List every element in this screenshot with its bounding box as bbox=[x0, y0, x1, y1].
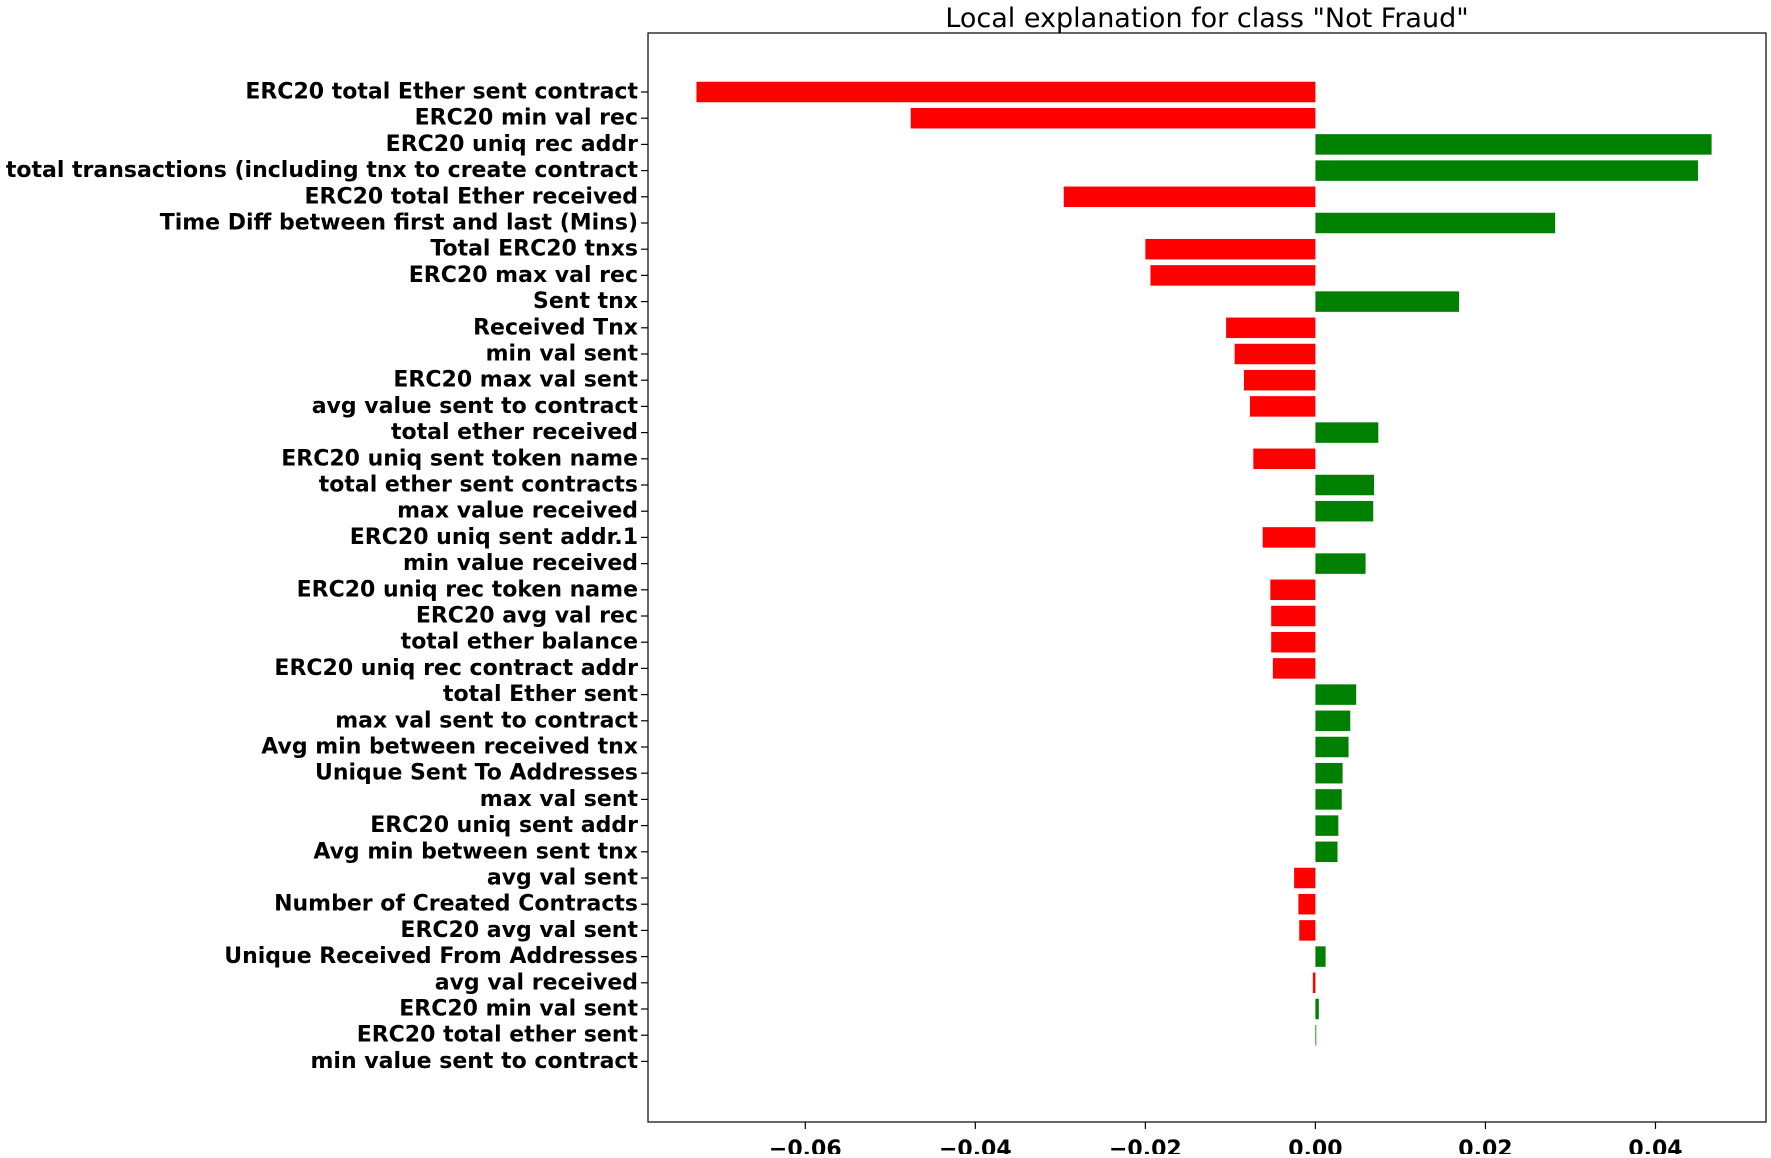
category-label: total ether received bbox=[391, 420, 638, 445]
bar bbox=[1262, 527, 1316, 548]
bar bbox=[1226, 317, 1316, 339]
bar bbox=[1315, 212, 1556, 234]
category-label: avg value sent to contract bbox=[312, 394, 639, 419]
category-label: ERC20 uniq sent addr bbox=[370, 813, 638, 838]
category-label: min val sent bbox=[486, 342, 639, 367]
category-label: ERC20 total ether sent bbox=[357, 1023, 639, 1048]
bar bbox=[1315, 710, 1351, 732]
bar bbox=[910, 107, 1316, 129]
bar bbox=[1315, 500, 1374, 522]
bar bbox=[1315, 998, 1319, 1020]
category-label: Avg min between received tnx bbox=[261, 735, 638, 760]
category-label: ERC20 avg val sent bbox=[400, 918, 638, 943]
bar bbox=[1315, 134, 1712, 155]
category-label: min value received bbox=[403, 551, 638, 576]
category-label: Time Diff between first and last (Mins) bbox=[160, 211, 638, 236]
category-label: ERC20 max val rec bbox=[409, 263, 638, 288]
category-label: total transactions (including tnx to cre… bbox=[6, 158, 639, 183]
x-tick-label: 0.00 bbox=[1288, 1137, 1342, 1154]
category-label: ERC20 total Ether received bbox=[304, 184, 638, 209]
bar bbox=[1315, 422, 1379, 443]
bar bbox=[1315, 789, 1342, 810]
bar bbox=[1315, 946, 1326, 967]
category-label: Unique Sent To Addresses bbox=[315, 761, 638, 786]
bar bbox=[1315, 553, 1366, 574]
bar bbox=[1150, 265, 1316, 286]
bar bbox=[1299, 920, 1316, 941]
bar bbox=[1315, 736, 1349, 758]
bar bbox=[1315, 762, 1343, 784]
bar bbox=[1315, 815, 1339, 836]
x-tick-label: −0.02 bbox=[1109, 1137, 1182, 1154]
x-tick-label: −0.04 bbox=[939, 1137, 1012, 1154]
bar bbox=[1243, 369, 1316, 391]
category-label: avg val received bbox=[435, 970, 638, 995]
bar bbox=[1063, 186, 1316, 208]
bar bbox=[1298, 893, 1316, 915]
category-label: total ether sent contracts bbox=[319, 473, 638, 498]
chart-title: Local explanation for class "Not Fraud" bbox=[945, 3, 1468, 34]
category-label: Sent tnx bbox=[533, 289, 638, 314]
category-label: ERC20 uniq sent addr.1 bbox=[350, 525, 638, 550]
category-label: ERC20 uniq rec token name bbox=[297, 577, 638, 602]
category-label: max value received bbox=[397, 499, 638, 524]
category-label: max val sent to contract bbox=[335, 708, 638, 733]
bar bbox=[1312, 972, 1316, 994]
category-label: avg val sent bbox=[487, 866, 639, 891]
bar bbox=[1271, 605, 1316, 627]
category-label: Avg min between sent tnx bbox=[313, 839, 638, 864]
bar bbox=[696, 81, 1316, 103]
bar bbox=[1315, 474, 1375, 496]
bar bbox=[1253, 448, 1316, 470]
bar bbox=[1145, 238, 1316, 260]
bar bbox=[1315, 684, 1357, 705]
category-label: total ether balance bbox=[401, 630, 638, 655]
category-label: ERC20 uniq rec contract addr bbox=[274, 656, 638, 681]
bar bbox=[1272, 658, 1316, 679]
x-tick-label: 0.02 bbox=[1458, 1137, 1512, 1154]
bar bbox=[1315, 1024, 1317, 1046]
category-label: ERC20 avg val rec bbox=[416, 604, 638, 629]
category-label: ERC20 min val sent bbox=[399, 997, 638, 1022]
category-label: ERC20 uniq sent token name bbox=[281, 446, 638, 471]
category-label: min value sent to contract bbox=[311, 1049, 639, 1074]
category-label: total Ether sent bbox=[443, 682, 639, 707]
category-label: ERC20 min val rec bbox=[415, 106, 638, 131]
x-tick-label: −0.06 bbox=[769, 1137, 842, 1154]
bar bbox=[1270, 579, 1316, 601]
bars-group bbox=[696, 81, 1712, 1046]
category-label: ERC20 max val sent bbox=[393, 368, 638, 393]
category-label: Total ERC20 tnxs bbox=[430, 237, 638, 262]
category-label: ERC20 total Ether sent contract bbox=[245, 80, 638, 105]
bar bbox=[1294, 867, 1316, 889]
category-label: ERC20 uniq rec addr bbox=[386, 132, 638, 157]
plot-area-frame bbox=[647, 32, 1767, 1123]
category-label: Received Tnx bbox=[473, 315, 638, 340]
x-tick-label: 0.04 bbox=[1628, 1137, 1682, 1154]
bar bbox=[1315, 841, 1338, 863]
bar bbox=[1315, 291, 1460, 312]
category-label: max val sent bbox=[480, 787, 639, 812]
x-axis-ticks-group: −0.06 −0.04 −0.02 0.00 0.02 0.04 bbox=[769, 1122, 1683, 1158]
bar bbox=[1234, 343, 1316, 365]
bar bbox=[1249, 396, 1316, 417]
bar bbox=[1271, 631, 1316, 653]
bar bbox=[1315, 160, 1698, 181]
category-label: Unique Received From Addresses bbox=[224, 944, 638, 969]
category-label: Number of Created Contracts bbox=[274, 892, 638, 917]
